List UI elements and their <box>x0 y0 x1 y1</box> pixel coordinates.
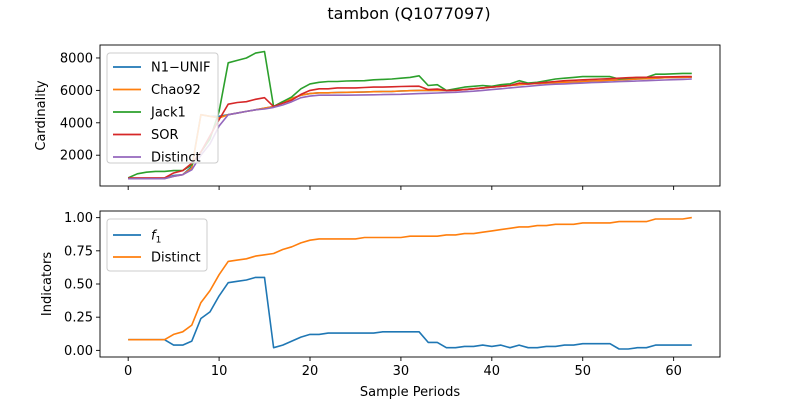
x-tick-label: 20 <box>302 364 319 379</box>
figure-title: tambon (Q1077097) <box>327 4 490 23</box>
y-tick-label: 0.50 <box>64 278 93 293</box>
legend-label: Jack1 <box>150 106 186 121</box>
legend-label: SOR <box>151 128 179 143</box>
x-tick-label: 40 <box>484 364 501 379</box>
y-tick-label: 0.25 <box>64 311 93 326</box>
y-axis-label: Indicators <box>40 252 55 316</box>
legend-label: Chao92 <box>151 83 201 98</box>
y-tick-label: 0.75 <box>64 244 93 259</box>
legend-label: f1 <box>151 229 161 246</box>
legend-label: Distinct <box>151 151 201 166</box>
x-tick-label: 60 <box>665 364 682 379</box>
y-tick-label: 0.00 <box>64 344 93 359</box>
x-tick-label: 10 <box>211 364 228 379</box>
y-tick-label: 6000 <box>60 84 93 99</box>
series-line-sor <box>128 75 692 179</box>
legend-label: Distinct <box>151 251 201 266</box>
legend-box <box>106 218 208 272</box>
x-axis-label: Sample Periods <box>360 385 460 400</box>
y-tick-label: 1.00 <box>64 211 93 226</box>
y-tick-label: 2000 <box>60 149 93 164</box>
x-tick-label: 50 <box>574 364 591 379</box>
indicators-panel: 0 10 20 30 40 50 60 0.00 0.25 0.50 0.75 1.00 Indicat… <box>40 210 721 400</box>
series-line-distinct <box>128 78 692 180</box>
series-line-jack1 <box>127 50 692 179</box>
y-tick-label: 4000 <box>60 116 93 131</box>
x-tick-label: 0 <box>124 364 132 379</box>
legend-label: N1−UNIF <box>151 61 210 76</box>
x-tick-label: 30 <box>393 364 410 379</box>
y-axis-label: Cardinality <box>34 80 49 151</box>
legend-box <box>106 52 219 164</box>
series-line-distinct <box>128 216 692 341</box>
cardinality-panel: 2000 4000 6000 8000 Cardinality N1−UNIF Chao92… <box>34 44 721 190</box>
series-line-f1 <box>128 276 692 350</box>
y-tick-label: 8000 <box>60 51 93 66</box>
axes-frame <box>99 44 721 187</box>
series-line-chao92 <box>128 76 692 180</box>
